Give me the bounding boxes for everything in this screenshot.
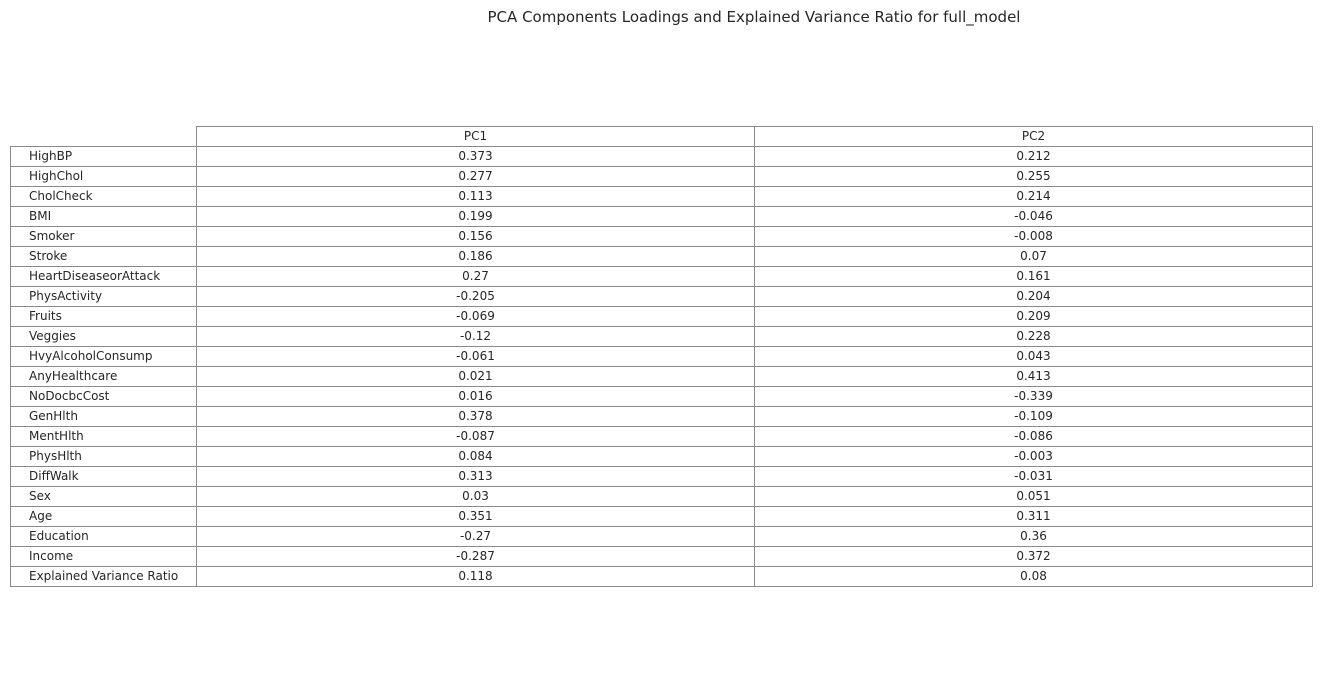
table-cell-pc1: 0.373 <box>196 146 755 167</box>
table-cell-pc1: -0.12 <box>196 326 755 347</box>
table-row: Sex 0.03 0.051 <box>10 486 1313 507</box>
table-row: Education -0.27 0.36 <box>10 526 1313 547</box>
table-cell-pc2: -0.003 <box>754 446 1313 467</box>
row-label: PhysHlth <box>10 446 197 467</box>
row-label: Age <box>10 506 197 527</box>
row-label: NoDocbcCost <box>10 386 197 407</box>
table-row: HeartDiseaseorAttack 0.27 0.161 <box>10 266 1313 287</box>
table-body: HighBP 0.373 0.212 HighChol 0.277 0.255 CholCh… <box>10 146 1313 587</box>
table-cell-pc1: 0.27 <box>196 266 755 287</box>
table-cell-pc2: 0.204 <box>754 286 1313 307</box>
loadings-table: PC1 PC2 HighBP 0.373 0.212 HighChol 0.277 0.2… <box>10 126 1313 587</box>
table-row: Age 0.351 0.311 <box>10 506 1313 527</box>
table-cell-pc1: 0.378 <box>196 406 755 427</box>
row-label: HvyAlcoholConsump <box>10 346 197 367</box>
table-cell-pc1: -0.205 <box>196 286 755 307</box>
table-cell-pc2: 0.255 <box>754 166 1313 187</box>
row-label: Smoker <box>10 226 197 247</box>
row-label: Fruits <box>10 306 197 327</box>
table-cell-pc2: 0.311 <box>754 506 1313 527</box>
table-cell-pc2: -0.339 <box>754 386 1313 407</box>
chart-title: PCA Components Loadings and Explained Va… <box>487 8 1021 26</box>
table-cell-pc1: 0.199 <box>196 206 755 227</box>
table-cell-pc2: -0.046 <box>754 206 1313 227</box>
table-row: DiffWalk 0.313 -0.031 <box>10 466 1313 487</box>
table-row: Veggies -0.12 0.228 <box>10 326 1313 347</box>
table-row: HighBP 0.373 0.212 <box>10 146 1313 167</box>
table-cell-pc2: 0.161 <box>754 266 1313 287</box>
table-row: CholCheck 0.113 0.214 <box>10 186 1313 207</box>
table-cell-pc2: 0.209 <box>754 306 1313 327</box>
row-label: Explained Variance Ratio <box>10 566 197 587</box>
table-cell-pc2: 0.214 <box>754 186 1313 207</box>
row-label: GenHlth <box>10 406 197 427</box>
row-label: Veggies <box>10 326 197 347</box>
table-cell-pc1: 0.113 <box>196 186 755 207</box>
table-cell-pc1: 0.03 <box>196 486 755 507</box>
table-cell-pc1: 0.084 <box>196 446 755 467</box>
row-label: PhysActivity <box>10 286 197 307</box>
table-row: Income -0.287 0.372 <box>10 546 1313 567</box>
table-row: Smoker 0.156 -0.008 <box>10 226 1313 247</box>
table-cell-pc2: -0.086 <box>754 426 1313 447</box>
row-label: Stroke <box>10 246 197 267</box>
column-header-pc2: PC2 <box>754 126 1313 147</box>
table-row: Explained Variance Ratio 0.118 0.08 <box>10 566 1313 587</box>
table-cell-pc1: -0.061 <box>196 346 755 367</box>
table-cell-pc2: 0.043 <box>754 346 1313 367</box>
row-label: HighChol <box>10 166 197 187</box>
table-cell-pc2: 0.372 <box>754 546 1313 567</box>
row-label: DiffWalk <box>10 466 197 487</box>
row-label: HighBP <box>10 146 197 167</box>
table-cell-pc2: -0.031 <box>754 466 1313 487</box>
table-cell-pc2: 0.051 <box>754 486 1313 507</box>
table-cell-pc1: 0.313 <box>196 466 755 487</box>
table-row: Fruits -0.069 0.209 <box>10 306 1313 327</box>
row-label: MentHlth <box>10 426 197 447</box>
row-label: Sex <box>10 486 197 507</box>
table-row: Stroke 0.186 0.07 <box>10 246 1313 267</box>
table-cell-pc1: 0.186 <box>196 246 755 267</box>
table-cell-pc2: 0.07 <box>754 246 1313 267</box>
table-row: GenHlth 0.378 -0.109 <box>10 406 1313 427</box>
header-row: PC1 PC2 <box>11 126 1313 147</box>
table-row: BMI 0.199 -0.046 <box>10 206 1313 227</box>
table-cell-pc1: 0.156 <box>196 226 755 247</box>
table-cell-pc1: 0.021 <box>196 366 755 387</box>
table-cell-pc2: -0.008 <box>754 226 1313 247</box>
table-cell-pc1: -0.287 <box>196 546 755 567</box>
table-cell-pc1: 0.351 <box>196 506 755 527</box>
column-header-pc1: PC1 <box>196 126 755 147</box>
table-row: AnyHealthcare 0.021 0.413 <box>10 366 1313 387</box>
loadings-table-container: PC1 PC2 HighBP 0.373 0.212 HighChol 0.277 0.2… <box>10 126 1313 587</box>
table-row: HighChol 0.277 0.255 <box>10 166 1313 187</box>
row-label: BMI <box>10 206 197 227</box>
table-cell-pc1: 0.118 <box>196 566 755 587</box>
table-cell-pc1: -0.27 <box>196 526 755 547</box>
table-cell-pc1: -0.087 <box>196 426 755 447</box>
table-cell-pc2: 0.212 <box>754 146 1313 167</box>
table-cell-pc1: 0.016 <box>196 386 755 407</box>
table-row: MentHlth -0.087 -0.086 <box>10 426 1313 447</box>
table-cell-pc1: 0.277 <box>196 166 755 187</box>
table-cell-pc2: 0.08 <box>754 566 1313 587</box>
table-row: PhysActivity -0.205 0.204 <box>10 286 1313 307</box>
table-cell-pc2: 0.413 <box>754 366 1313 387</box>
table-cell-pc2: -0.109 <box>754 406 1313 427</box>
row-label: HeartDiseaseorAttack <box>10 266 197 287</box>
row-label: Education <box>10 526 197 547</box>
table-row: PhysHlth 0.084 -0.003 <box>10 446 1313 467</box>
table-cell-pc2: 0.36 <box>754 526 1313 547</box>
table-row: HvyAlcoholConsump -0.061 0.043 <box>10 346 1313 367</box>
table-row: NoDocbcCost 0.016 -0.339 <box>10 386 1313 407</box>
row-label: Income <box>10 546 197 567</box>
row-label: CholCheck <box>10 186 197 207</box>
row-label: AnyHealthcare <box>10 366 197 387</box>
table-cell-pc1: -0.069 <box>196 306 755 327</box>
table-cell-pc2: 0.228 <box>754 326 1313 347</box>
corner-cell <box>11 127 197 147</box>
